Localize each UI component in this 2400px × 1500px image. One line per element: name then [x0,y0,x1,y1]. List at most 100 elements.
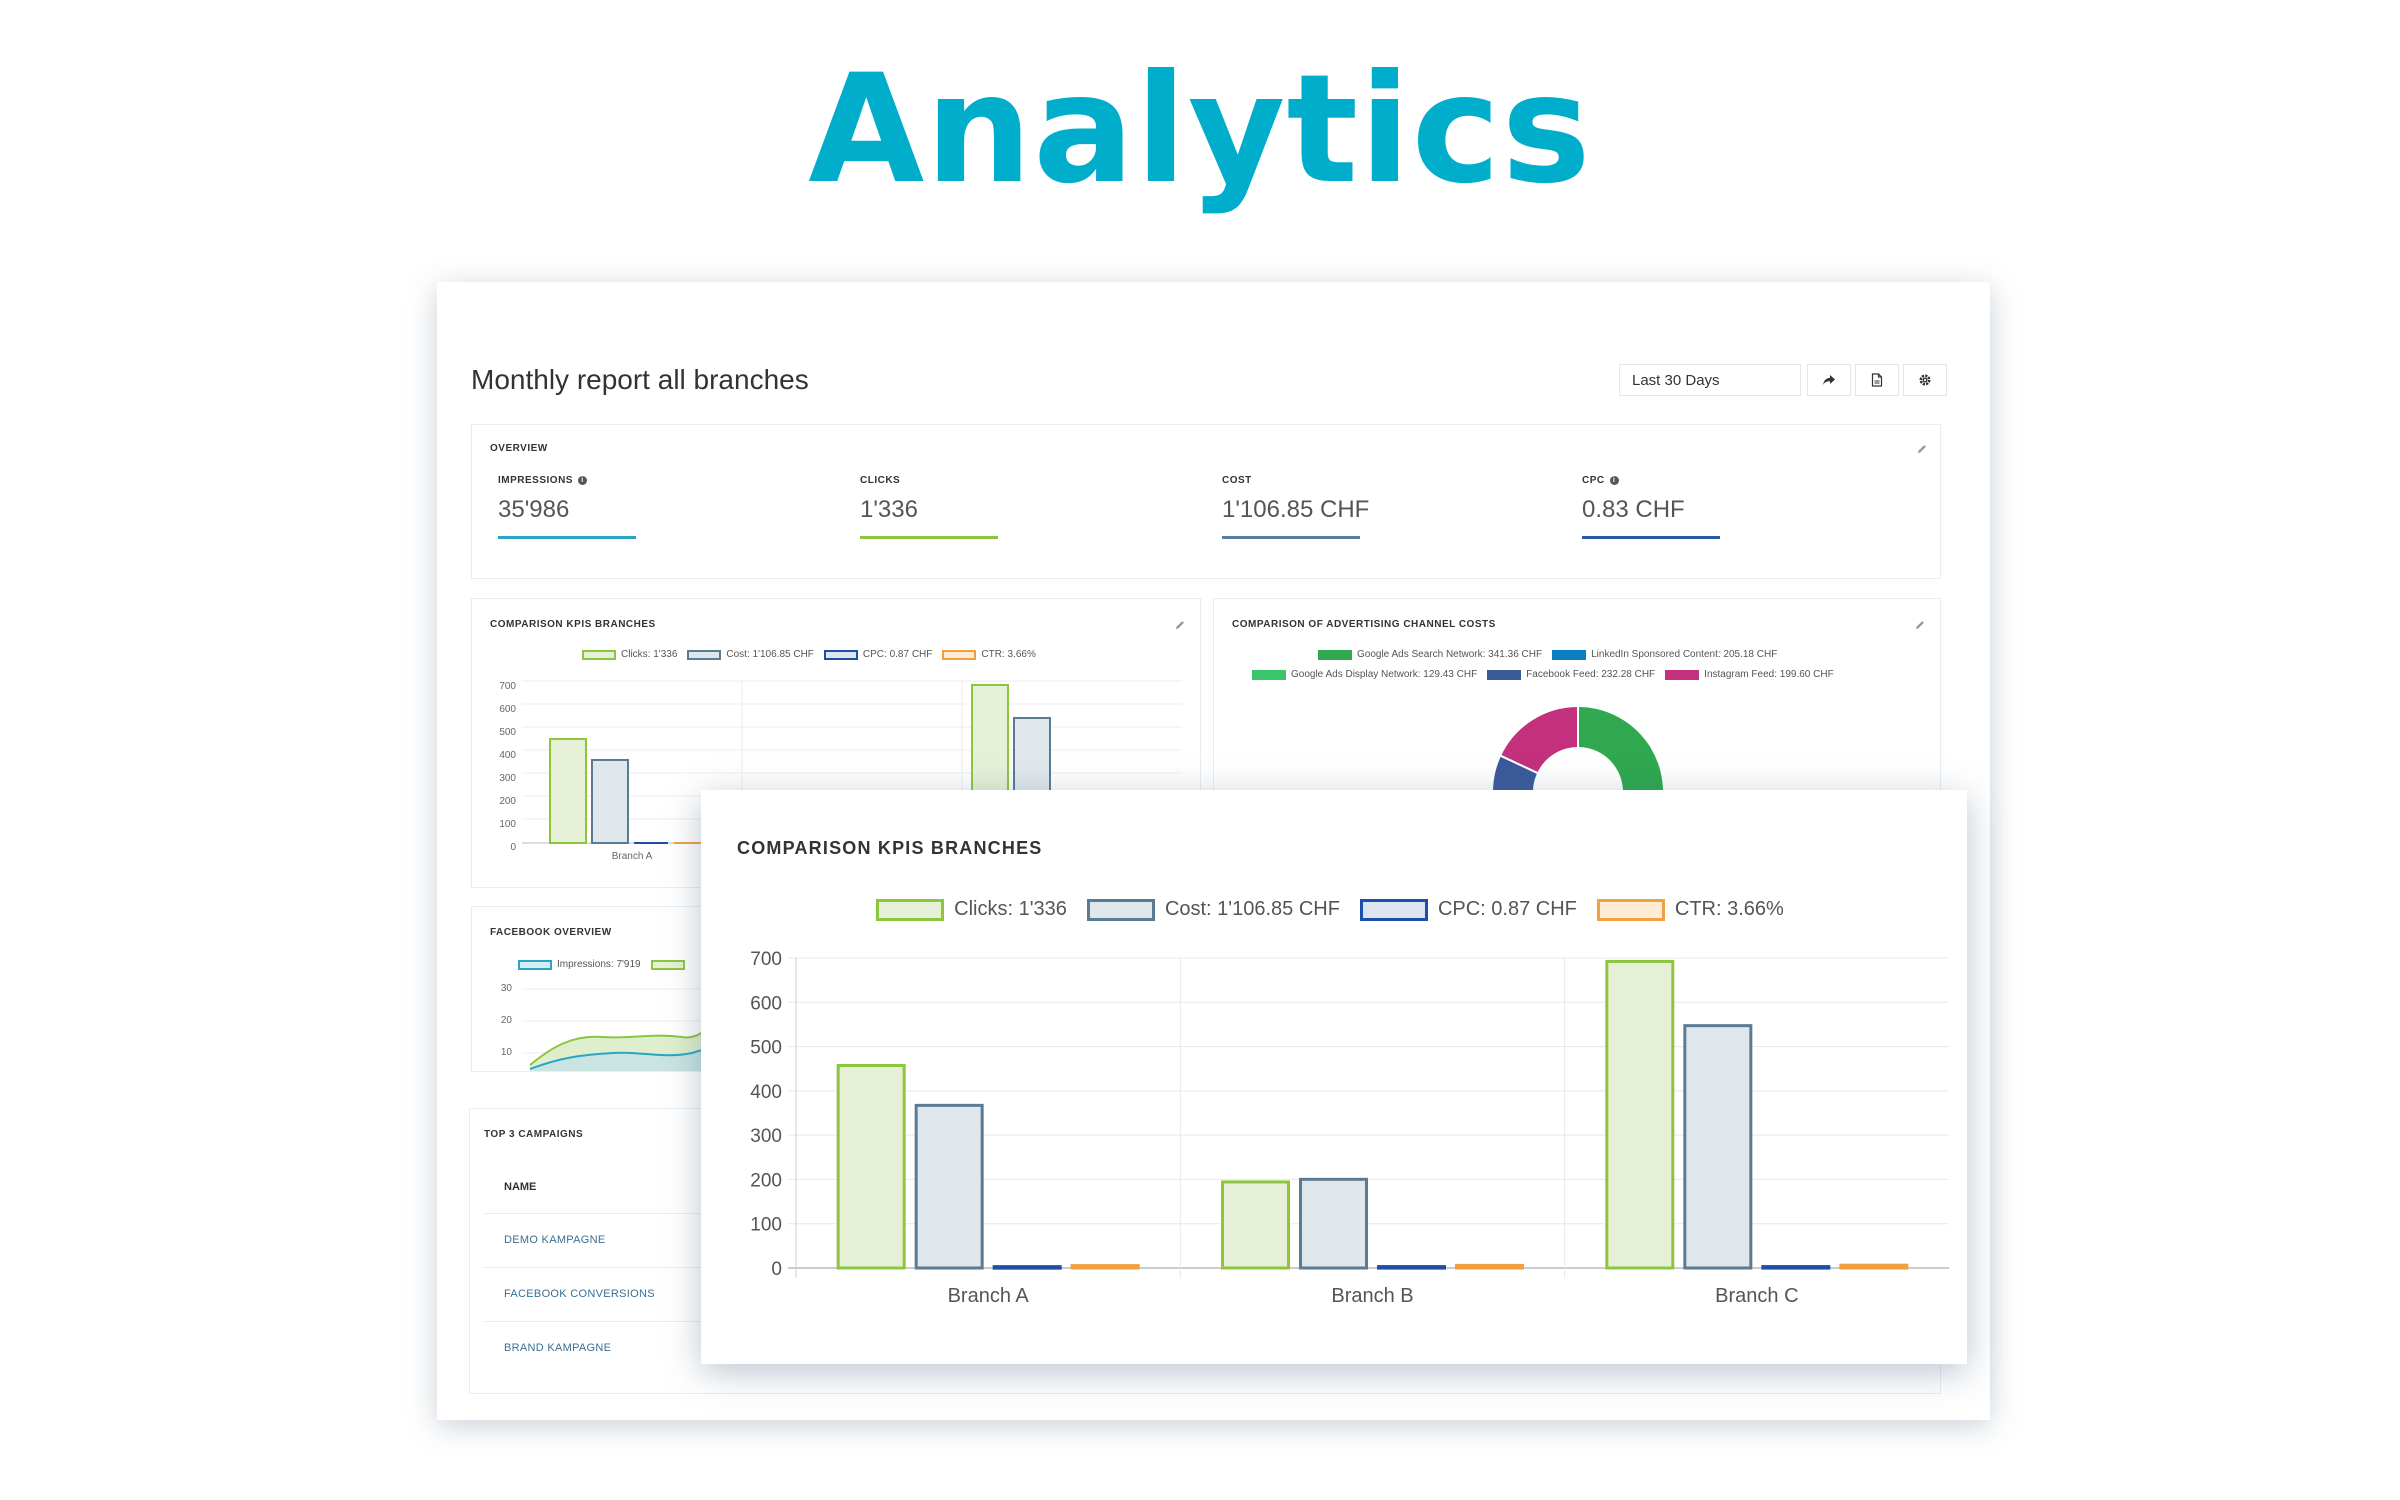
x-tick-label: Branch A [948,1285,1030,1307]
kpi-value: 1'336 [860,496,918,523]
legend-item[interactable] [650,959,685,970]
bar[interactable] [1299,1177,1368,1270]
share-icon [1823,375,1835,385]
page-title: Monthly report all branches [471,364,809,395]
tick-label: 200 [499,796,516,807]
kpi-clicks: CLICKS 1'336 [860,475,1030,539]
bar[interactable] [1683,1024,1753,1270]
edit-pencil-icon[interactable] [1174,619,1186,631]
tick-label: 600 [499,704,516,715]
bar[interactable] [992,1265,1062,1270]
bar[interactable] [836,1064,906,1270]
overview-panel: OVERVIEW IMPRESSIONS i 35'986 CLICKS 1'33… [471,424,1941,579]
legend-label: Clicks: 1'336 [621,649,678,660]
info-icon[interactable]: i [577,476,587,485]
legend-label: CPC: 0.87 CHF [862,649,933,660]
tick-label: 20 [500,1015,512,1026]
pdf-icon [1871,373,1883,387]
chart-legend: Clicks: 1'336 Cost: 1'106.85 CHF CPC: 0.… [582,649,1046,660]
bar[interactable] [914,1103,984,1270]
popup-legend: Clicks: 1'336 Cost: 1'106.85 CHF CPC: 0.… [701,898,1967,921]
share-button[interactable] [1807,364,1851,396]
bar[interactable] [1070,1264,1140,1270]
edit-pencil-icon[interactable] [1916,443,1928,455]
panel-title: FACEBOOK OVERVIEW [490,927,612,938]
tick-label: 100 [499,819,516,830]
channel-legend-row-2: Google Ads Display Network: 129.43 CHF F… [1252,669,1844,680]
y-tick-label: 600 [750,993,782,1014]
y-tick-label: 100 [750,1215,782,1236]
tick-label: 30 [500,983,512,994]
facebook-legend: Impressions: 7'919 [518,959,695,970]
y-tick-label: 700 [750,949,782,970]
popup-title: COMPARISON KPIS BRANCHES [737,838,1043,858]
mini-bar [591,759,629,844]
tick-label: 700 [499,681,516,692]
panel-title: COMPARISON OF ADVERTISING CHANNEL COSTS [1232,619,1496,630]
kpi-label: IMPRESSIONS [498,475,573,486]
legend-label: Google Ads Search Network: 341.36 CHF [1357,649,1543,660]
overview-title: OVERVIEW [490,443,548,454]
legend-item[interactable]: Facebook Feed: 232.28 CHF [1487,669,1655,680]
legend-label: Impressions: 7'919 [557,959,641,970]
bar[interactable] [1221,1180,1290,1270]
donut-slice[interactable] [1498,704,1580,775]
edit-pencil-icon[interactable] [1914,619,1926,631]
legend-item[interactable]: Cost: 1'106.85 CHF [687,649,814,660]
kpi-comparison-popup: COMPARISON KPIS BRANCHES Clicks: 1'336 C… [701,790,1967,1364]
kpi-label: CPC [1582,475,1605,486]
kpi-cpc: CPC i 0.83 CHF [1582,475,1752,539]
kpi-value: 0.83 CHF [1582,496,1685,523]
legend-item[interactable]: Google Ads Display Network: 129.43 CHF [1252,669,1477,680]
y-tick-label: 0 [771,1259,782,1280]
panel-title: COMPARISON KPIS BRANCHES [490,619,656,630]
campaign-link[interactable]: FACEBOOK CONVERSIONS [504,1288,655,1300]
legend-item[interactable]: Clicks: 1'336 [876,898,1067,921]
legend-item[interactable]: LinkedIn Sponsored Content: 205.18 CHF [1552,649,1777,660]
campaign-link[interactable]: DEMO KAMPAGNE [504,1234,606,1246]
legend-item[interactable]: Cost: 1'106.85 CHF [1086,898,1340,921]
settings-button[interactable] [1903,364,1947,396]
x-tick-label: Branch B [1331,1285,1413,1307]
date-range-select[interactable]: Last 30 Days [1619,364,1801,396]
legend-item[interactable]: Impressions: 7'919 [518,959,641,970]
mini-y-axis: 700 600 500 400 300 200 100 0 [478,675,516,859]
legend-label: LinkedIn Sponsored Content: 205.18 CHF [1591,649,1778,660]
legend-label: Clicks: 1'336 [954,898,1067,920]
x-tick-label: Branch C [1715,1285,1798,1307]
legend-item[interactable]: Clicks: 1'336 [582,649,677,660]
legend-item[interactable]: Instagram Feed: 199.60 CHF [1665,669,1834,680]
mini-x-label: Branch A [611,851,653,862]
kpi-underline [1222,536,1360,539]
tick-label: 500 [499,727,516,738]
kpi-underline [1582,536,1720,539]
tick-label: 10 [500,1047,512,1058]
bar[interactable] [1455,1263,1524,1270]
legend-label: CPC: 0.87 CHF [1437,898,1577,920]
tick-label: 0 [510,842,516,853]
bar[interactable] [1761,1265,1831,1270]
legend-label: Cost: 1'106.85 CHF [1164,898,1340,920]
legend-label: Facebook Feed: 232.28 CHF [1526,669,1656,680]
legend-item[interactable]: CPC: 0.87 CHF [1359,898,1577,921]
kpi-underline [860,536,998,539]
kpi-value: 1'106.85 CHF [1222,496,1370,523]
bar[interactable] [1377,1265,1446,1270]
y-tick-label: 200 [750,1170,782,1191]
tick-label: 300 [499,773,516,784]
panel-title: TOP 3 CAMPAIGNS [484,1129,584,1140]
bar[interactable] [1839,1263,1909,1270]
legend-item[interactable]: CTR: 3.66% [1596,898,1784,921]
pdf-export-button[interactable] [1855,364,1899,396]
gear-icon [1919,374,1931,386]
kpi-label: CLICKS [860,475,901,486]
campaign-link[interactable]: BRAND KAMPAGNE [504,1342,612,1354]
y-tick-label: 500 [750,1038,782,1059]
y-tick-label: 400 [750,1082,782,1103]
legend-item[interactable]: Google Ads Search Network: 341.36 CHF [1318,649,1542,660]
legend-item[interactable]: CTR: 3.66% [942,649,1036,660]
info-icon[interactable]: i [1609,476,1619,485]
legend-item[interactable]: CPC: 0.87 CHF [823,649,933,660]
channel-legend-row-1: Google Ads Search Network: 341.36 CHF Li… [1318,649,1787,660]
bar[interactable] [1605,959,1675,1270]
